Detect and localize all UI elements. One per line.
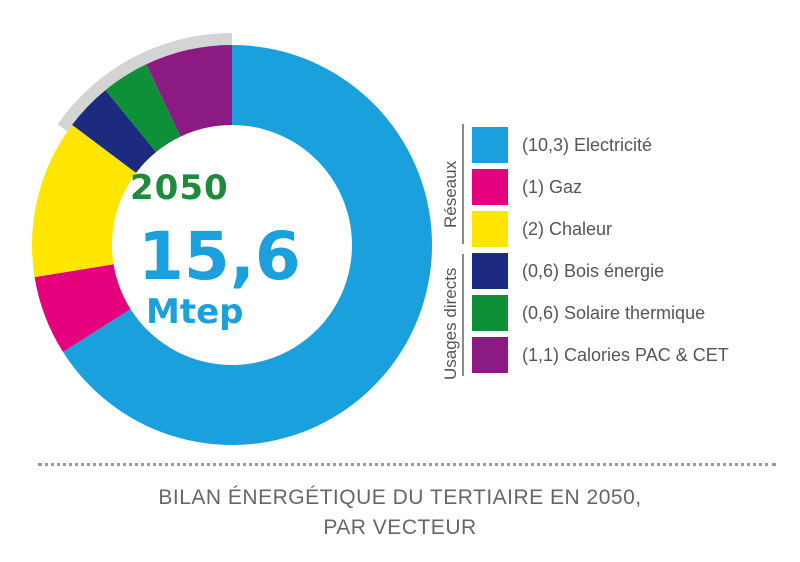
group-label-usages-directs: Usages directs [441,267,460,380]
legend-item: (0,6) Bois énergie [472,250,729,292]
group-label-reseaux: Réseaux [441,160,460,228]
legend-swatch [472,295,508,331]
legend: (10,3) Electricité (1) Gaz (2) Chaleur (… [472,124,729,376]
center-year: 2050 [130,168,229,208]
legend-item: (1) Gaz [472,166,729,208]
reseaux-bracket [462,124,464,244]
center-total: 15,6 [138,218,301,295]
donut-slice-3 [31,124,137,278]
legend-swatch [472,211,508,247]
donut-slice-5 [105,64,181,153]
legend-label: (0,6) Solaire thermique [522,302,706,323]
legend-swatch [472,169,508,205]
donut-slice-6 [146,45,232,137]
legend-label: (1,1) Calories PAC & CET [522,344,729,365]
legend-swatch [472,127,508,163]
caption-line-2: PAR VECTEUR [323,516,477,539]
legend-label: (2) Chaleur [522,218,613,239]
legend-item: (0,6) Solaire thermique [472,292,729,334]
legend-label: (1) Gaz [522,176,583,197]
donut-slice-2 [34,264,131,352]
legend-item: (2) Chaleur [472,208,729,250]
legend-swatch [472,253,508,289]
donut-slice-1 [62,45,433,445]
legend-item: (10,3) Electricité [472,124,729,166]
legend-item: (1,1) Calories PAC & CET [472,334,729,376]
legend-label: (0,6) Bois énergie [522,260,665,281]
legend-swatch [472,337,508,373]
legend-label: (10,3) Electricité [522,134,653,155]
center-unit: Mtep [146,292,244,332]
caption-line-1: BILAN ÉNERGÉTIQUE DU TERTIAIRE EN 2050, [158,486,642,509]
donut-slice-4 [72,90,157,173]
dotted-divider [38,463,776,466]
usages-directs-bracket [462,254,464,376]
